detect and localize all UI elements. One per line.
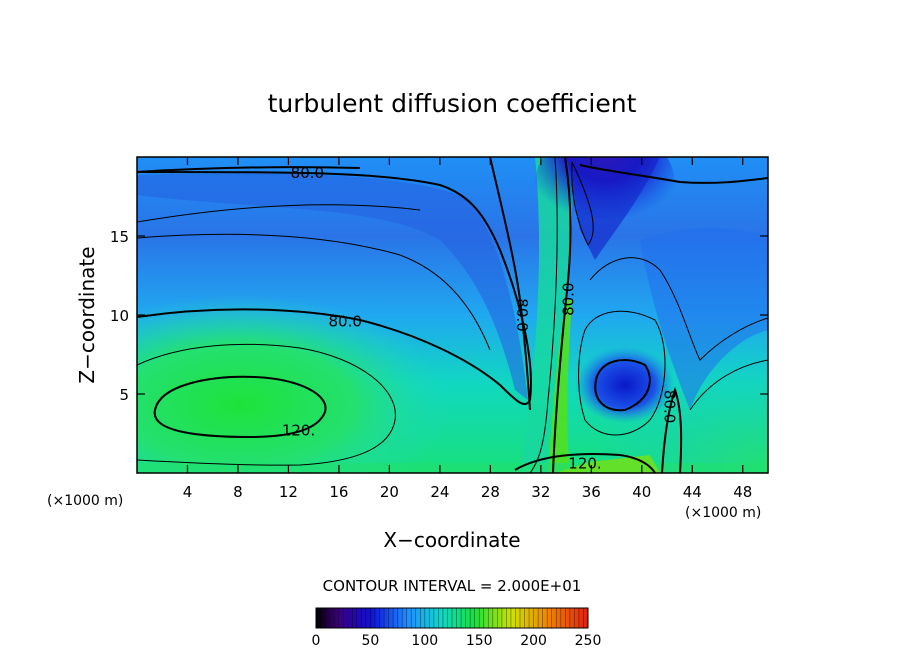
x-tick-label: 16 — [329, 483, 348, 501]
contour-100-center — [529, 157, 558, 473]
colorbar-tick-label: 100 — [411, 633, 438, 649]
contour-80-left — [137, 171, 532, 405]
contour-60-upper — [137, 204, 421, 223]
contour-60-pocket — [594, 359, 651, 412]
contour-80-center-b — [552, 157, 572, 473]
contour-100 — [137, 343, 396, 466]
colorbar-tick-label: 0 — [312, 633, 321, 649]
contour-label: 80.0 — [560, 282, 578, 315]
x-axis-ticks: 4 8 12 16 20 24 28 32 36 40 44 48 — [183, 157, 752, 501]
colorbar-ticks: 0 50 100 150 200 250 — [312, 633, 602, 649]
heatmap-field — [137, 157, 768, 473]
y-tick-label: 5 — [119, 386, 129, 404]
contour-80-pocket — [578, 310, 666, 436]
contour-interval-text: CONTOUR INTERVAL = 2.000E+01 — [323, 577, 582, 595]
contour-120-ellipse — [153, 375, 327, 439]
x-tick-label: 32 — [531, 483, 550, 501]
y-tick-label: 15 — [110, 228, 129, 246]
contour-80-top — [137, 166, 361, 173]
contour-80-right-lobe — [589, 257, 768, 361]
x-tick-label: 44 — [683, 483, 702, 501]
x-tick-label: 20 — [380, 483, 399, 501]
colorbar-stripes — [320, 608, 584, 628]
colorbar: 0 50 100 150 200 250 — [312, 607, 602, 649]
contour-labels: 80.0 80.0 120. 80.0 80.0 80.0 120. — [282, 164, 679, 473]
colorbar-tick-label: 200 — [520, 633, 547, 649]
x-tick-label: 36 — [582, 483, 601, 501]
contour-label: 120. — [568, 455, 601, 473]
contour-label: 120. — [282, 421, 315, 439]
contour-120-bottom — [514, 452, 656, 473]
contour-60-left — [137, 233, 491, 351]
x-tick-label: 4 — [183, 483, 193, 501]
x-tick-label: 24 — [430, 483, 449, 501]
y-axis-ticks: 5 10 15 — [110, 228, 768, 404]
contour-label: 80.0 — [661, 390, 679, 423]
contour-80-right — [661, 386, 683, 473]
colorbar-tick-label: 250 — [575, 633, 602, 649]
x-axis-title: X−coordinate — [383, 528, 520, 552]
x-unit-left: (×1000 m) — [47, 493, 123, 509]
contour-80-center-a — [489, 157, 531, 411]
colorbar-tick-label: 150 — [466, 633, 493, 649]
contour-lines — [137, 157, 768, 473]
x-tick-label: 48 — [733, 483, 752, 501]
y-tick-label: 10 — [110, 307, 129, 325]
contour-label: 80.0 — [513, 298, 531, 331]
contour-60-upper-right — [579, 164, 768, 184]
contour-label: 80.0 — [291, 164, 324, 182]
colorbar-tick-label: 50 — [361, 633, 379, 649]
x-tick-label: 40 — [632, 483, 651, 501]
contour-100-right — [689, 359, 768, 411]
chart-title: turbulent diffusion coefficient — [268, 89, 637, 118]
contour-label: 80.0 — [329, 312, 362, 330]
x-unit-right: (×1000 m) — [685, 505, 761, 521]
x-tick-label: 8 — [233, 483, 243, 501]
y-axis-title: Z−coordinate — [75, 246, 99, 383]
x-tick-label: 28 — [481, 483, 500, 501]
x-tick-label: 12 — [279, 483, 298, 501]
contour-40-purple — [571, 161, 594, 246]
